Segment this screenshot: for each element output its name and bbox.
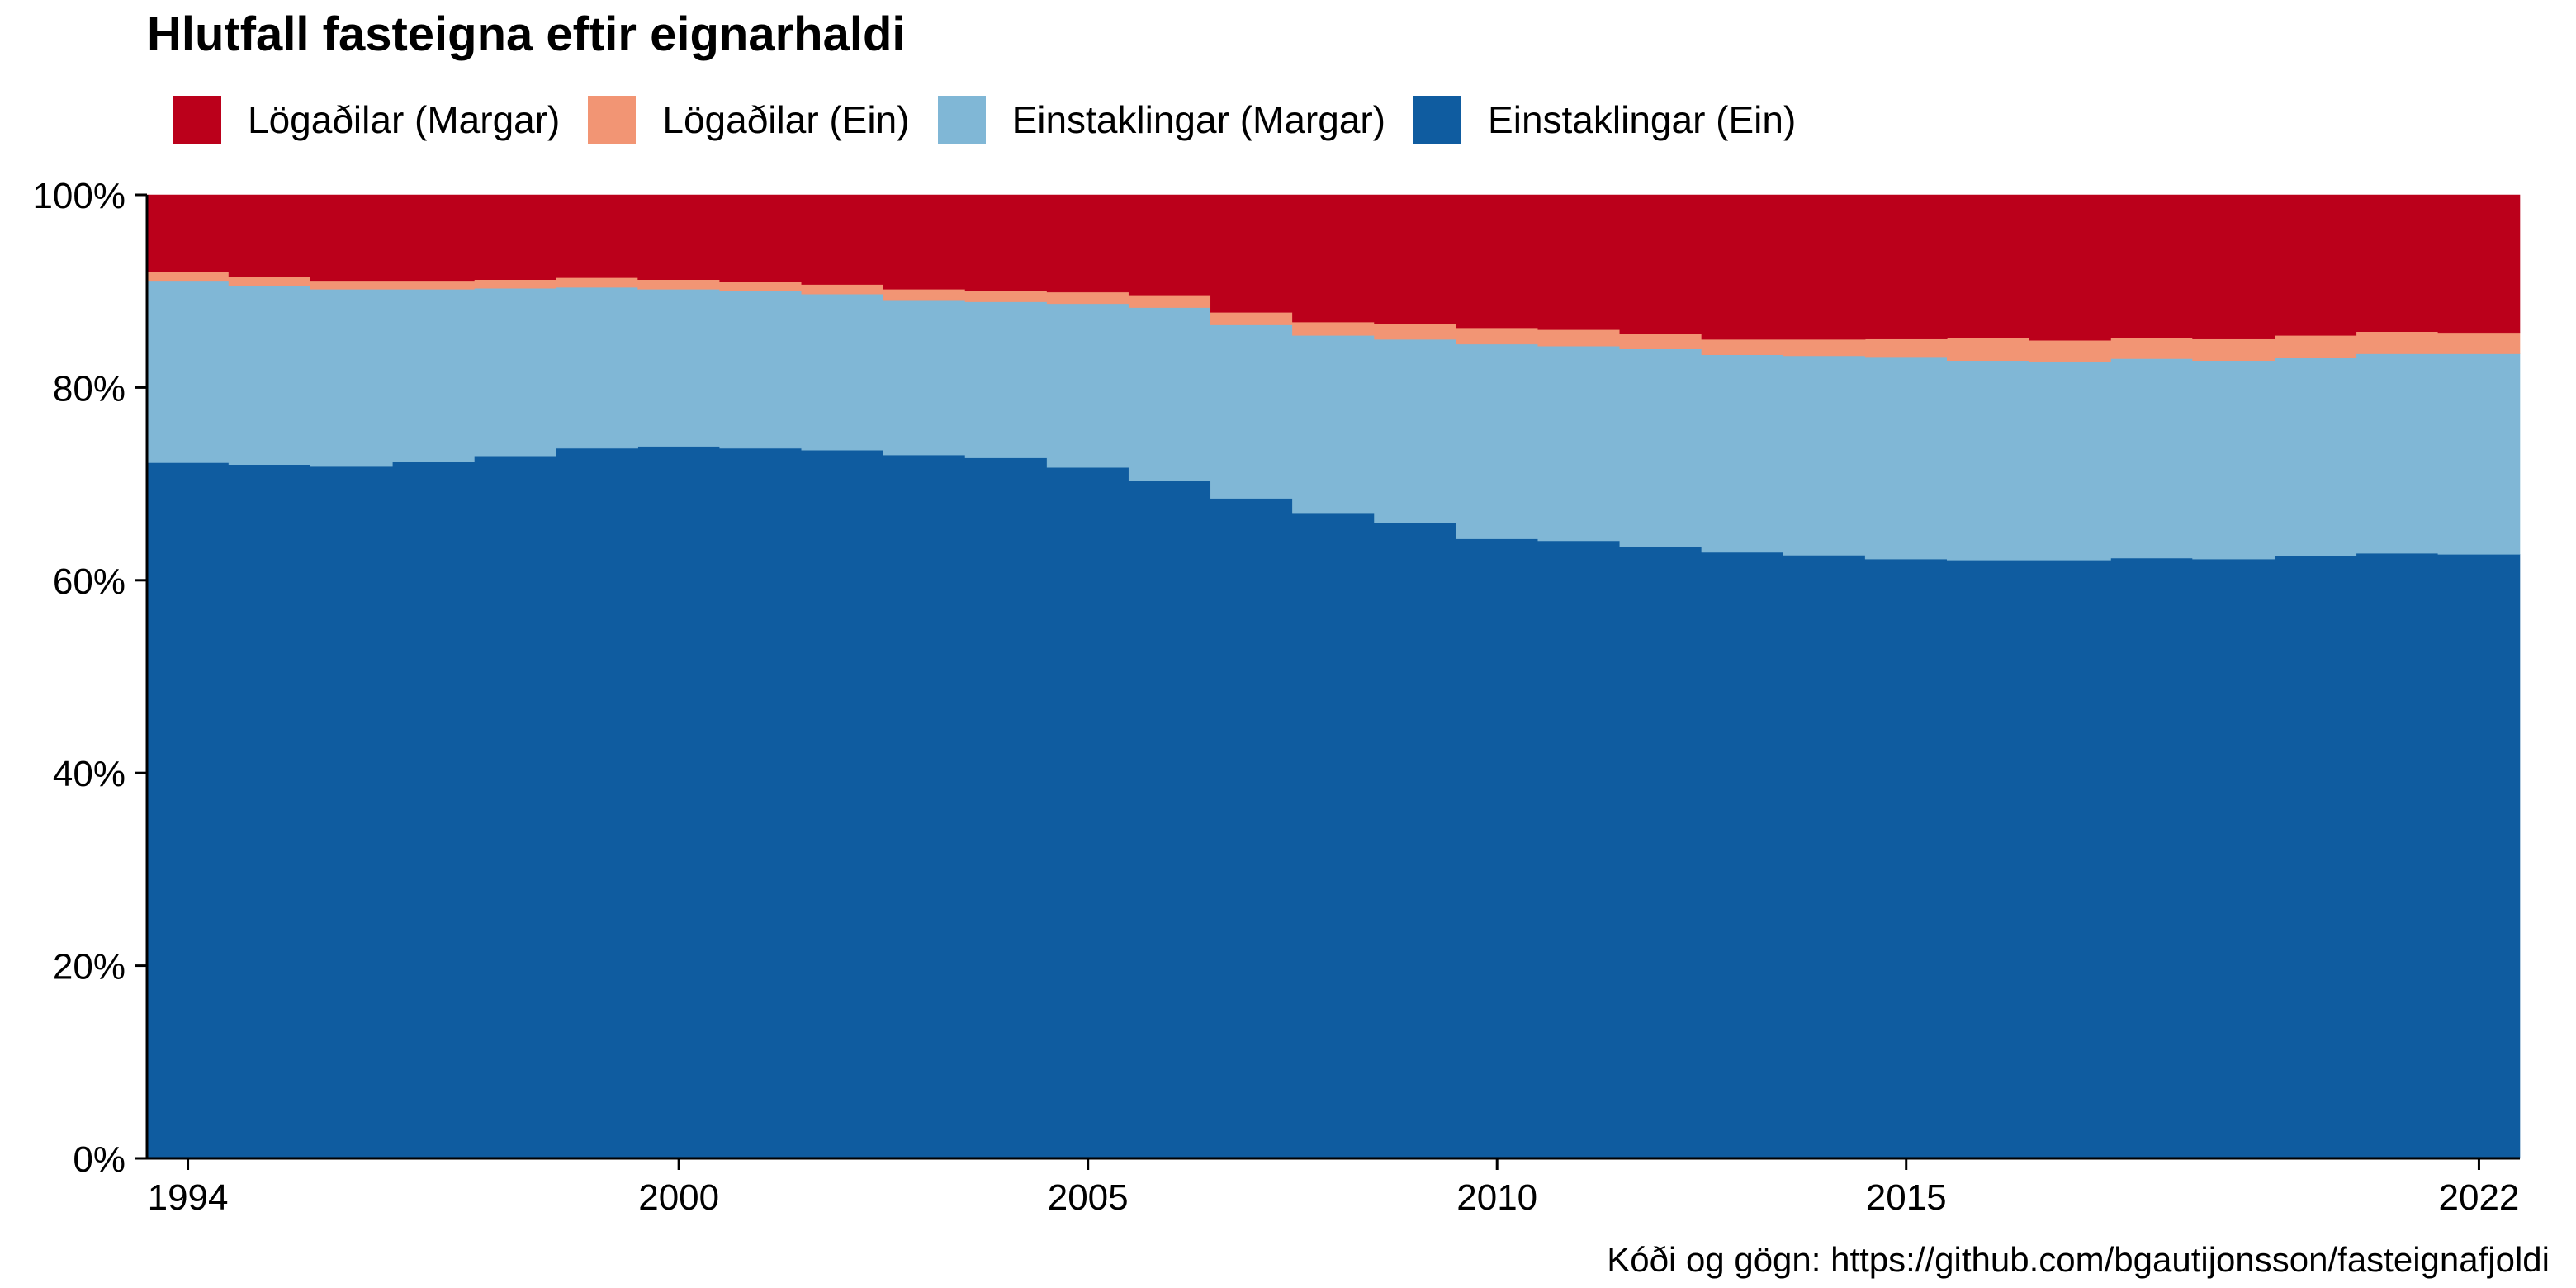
chart-title: Hlutfall fasteigna eftir eignarhaldi [147, 7, 906, 61]
legend-item-einstaklingar-margar: Einstaklingar (Margar) [937, 96, 1386, 144]
x-tick-label: 2010 [1456, 1177, 1537, 1218]
legend-swatch [937, 96, 986, 144]
legend-item-l-ga-ilar-ein: Lögaðilar (Ein) [588, 96, 910, 144]
x-tick-label: 1994 [148, 1177, 229, 1218]
legend-item-l-ga-ilar-margar: Lögaðilar (Margar) [173, 96, 560, 144]
legend-label: Lögaðilar (Margar) [248, 98, 561, 141]
series-area-l-ga-ilar-margar [146, 194, 2521, 341]
y-tick-label: 80% [53, 368, 125, 409]
y-tick-label: 40% [53, 754, 125, 794]
chart-caption: Kóði og gögn: https://github.com/bgautij… [1607, 1240, 2550, 1279]
x-tick-label: 2005 [1048, 1177, 1129, 1218]
legend: Lögaðilar (Margar) Lögaðilar (Ein) Einstak… [173, 94, 1824, 145]
legend-label: Lögaðilar (Ein) [662, 98, 910, 141]
y-tick-label: 100% [32, 176, 125, 216]
y-tick-label: 0% [73, 1139, 125, 1180]
y-tick-label: 20% [53, 947, 125, 987]
x-tick-label: 2015 [1866, 1177, 1947, 1218]
legend-swatch [1413, 96, 1462, 144]
legend-item-einstaklingar-ein: Einstaklingar (Ein) [1413, 96, 1796, 144]
legend-label: Einstaklingar (Margar) [1011, 98, 1386, 141]
legend-swatch [588, 96, 637, 144]
legend-swatch [173, 96, 221, 144]
x-tick-label: 2022 [2439, 1177, 2520, 1218]
legend-label: Einstaklingar (Ein) [1488, 98, 1797, 141]
y-tick-label: 60% [53, 561, 125, 602]
x-tick-label: 2000 [638, 1177, 719, 1218]
